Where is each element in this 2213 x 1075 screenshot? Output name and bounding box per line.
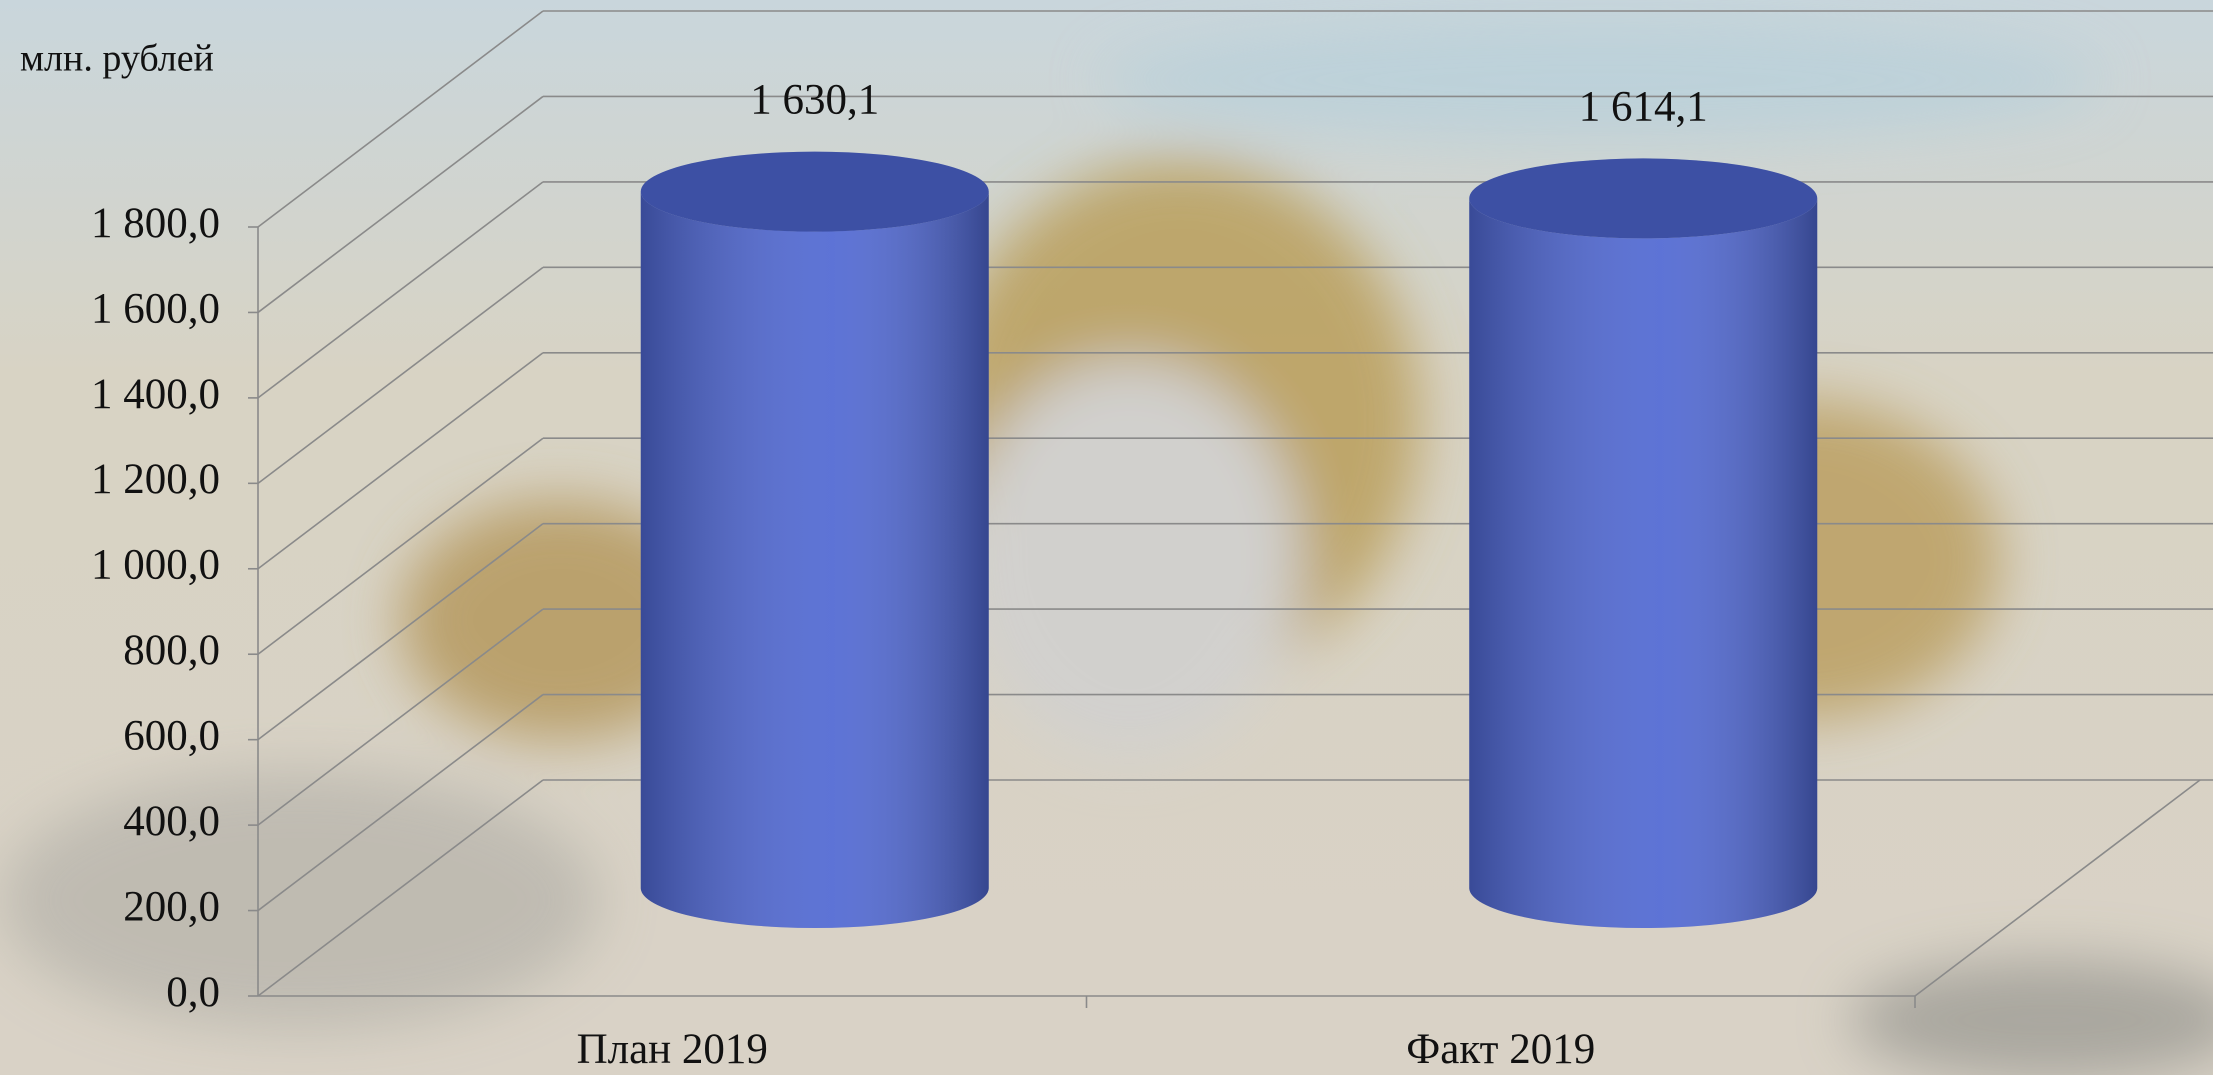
cylinder-top-shade xyxy=(1469,158,1817,238)
y-tick-label: 0,0 xyxy=(166,969,220,1016)
y-tick-label: 600,0 xyxy=(123,713,220,760)
y-tick-label: 1 200,0 xyxy=(91,456,220,503)
chart: млн. рублей 0,0 200,0 400,0 600,0 800,0 1 000… xyxy=(0,0,2213,1075)
y-axis-label: млн. рублей xyxy=(20,38,214,80)
cylinder-top-shade xyxy=(641,152,989,232)
value-label: 1 614,1 xyxy=(1579,83,1708,130)
y-tick-label: 1 000,0 xyxy=(91,542,220,589)
cylinder-shade xyxy=(641,192,989,928)
y-tick-label: 1 600,0 xyxy=(91,285,220,332)
x-tick-label: План 2019 xyxy=(577,1026,768,1073)
value-label: 1 630,1 xyxy=(750,76,879,123)
cylinder xyxy=(641,152,989,928)
cylinder xyxy=(1469,158,1817,928)
y-tick-label: 400,0 xyxy=(123,798,220,845)
y-tick-label: 800,0 xyxy=(123,627,220,674)
page: млн. рублей 0,0 200,0 400,0 600,0 800,0 1 000… xyxy=(0,0,2213,1075)
x-tick-label: Факт 2019 xyxy=(1406,1026,1595,1073)
background xyxy=(0,0,2213,1075)
y-tick-label: 1 400,0 xyxy=(91,371,220,418)
y-tick-label: 1 800,0 xyxy=(91,200,220,247)
cylinder-shade xyxy=(1469,198,1817,928)
y-tick-label: 200,0 xyxy=(123,883,220,930)
